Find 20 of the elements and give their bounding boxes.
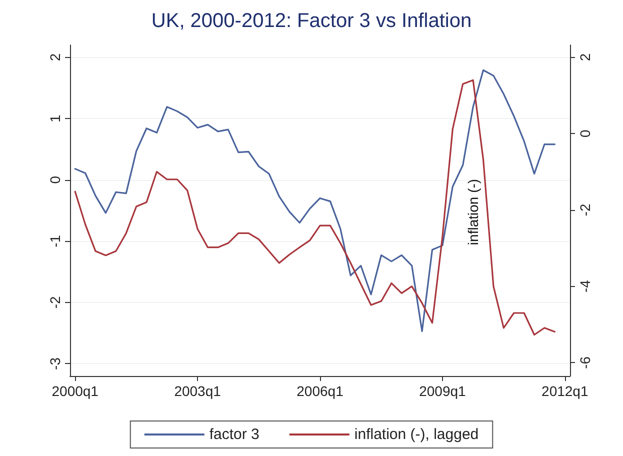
chart-title: UK, 2000-2012: Factor 3 vs Inflation xyxy=(151,10,472,32)
annotation: inflation (-) xyxy=(465,178,481,246)
y-tick-label: 1 xyxy=(47,114,63,122)
y2-tick-label: 0 xyxy=(577,129,593,138)
x-tick-label: 2009q1 xyxy=(419,383,466,399)
x-tick-label: 2006q1 xyxy=(296,383,344,399)
x-tick-label: 2000q1 xyxy=(52,383,99,399)
y2-tick-label: -4 xyxy=(577,280,593,293)
legend-label: factor 3 xyxy=(209,426,260,443)
y2-tick-label: -6 xyxy=(577,356,593,369)
y-tick-label: 2 xyxy=(47,53,63,62)
y-tick-label: -2 xyxy=(47,296,63,309)
x-tick-label: 2012q1 xyxy=(542,383,588,399)
y-tick-label: 0 xyxy=(47,176,63,184)
x-tick-label: 2003q1 xyxy=(174,383,222,399)
y2-tick-label: -2 xyxy=(577,203,593,216)
legend-label: inflation (-), lagged xyxy=(354,426,479,443)
y-tick-label: -3 xyxy=(47,357,63,370)
y2-tick-label: 2 xyxy=(577,53,593,62)
y-tick-label: -1 xyxy=(47,234,63,248)
